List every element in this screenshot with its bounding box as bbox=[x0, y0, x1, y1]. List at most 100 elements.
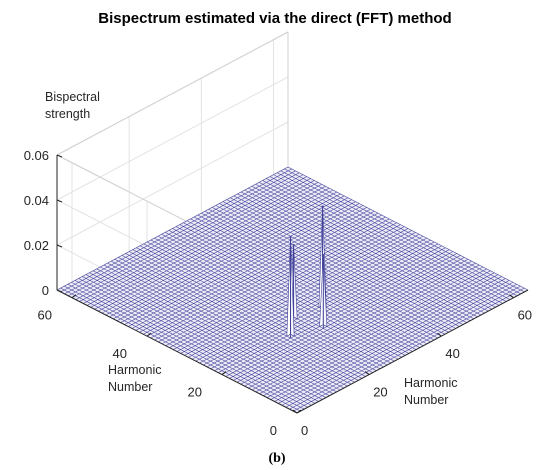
z-tick-mark bbox=[56, 244, 63, 248]
mesh-line bbox=[266, 274, 499, 398]
mesh-line bbox=[259, 270, 491, 395]
mesh-line bbox=[158, 218, 390, 343]
y-tick-label: 40 bbox=[113, 346, 127, 361]
z-tick-mark bbox=[56, 289, 63, 293]
z-tick-mark bbox=[56, 154, 63, 158]
x-axis-line bbox=[296, 289, 529, 414]
z-tick-label: 0.04 bbox=[24, 193, 49, 208]
z-tick-mark bbox=[56, 199, 63, 203]
y-tick-mark bbox=[71, 294, 77, 299]
mesh-line bbox=[90, 184, 322, 308]
y-tick-mark bbox=[296, 409, 302, 414]
mesh-line bbox=[233, 257, 465, 381]
y-tick-label: 20 bbox=[188, 385, 202, 400]
mesh-line bbox=[75, 176, 307, 300]
z-tick-label: 0.06 bbox=[24, 148, 49, 163]
mesh-line bbox=[199, 239, 431, 364]
mesh-line bbox=[169, 224, 401, 348]
y-axis-line bbox=[56, 289, 298, 414]
y-axis-label-line1: Harmonic bbox=[108, 363, 162, 377]
mesh-line bbox=[251, 266, 484, 391]
x-tick-mark bbox=[437, 332, 442, 337]
mesh-line bbox=[240, 260, 472, 385]
mesh-line bbox=[64, 170, 296, 295]
x-tick-label: 60 bbox=[518, 308, 532, 323]
mesh-line bbox=[60, 168, 292, 293]
mesh-line bbox=[285, 283, 517, 408]
z-axis-ticks: 0 0.02 0.04 0.06 bbox=[24, 148, 63, 298]
mesh-line bbox=[165, 222, 397, 346]
mesh-line bbox=[105, 191, 337, 316]
mesh-line bbox=[146, 212, 379, 337]
y-tick-label: 0 bbox=[270, 423, 277, 438]
mesh-line bbox=[255, 268, 487, 393]
y-tick-mark bbox=[146, 332, 152, 337]
mesh-line bbox=[154, 216, 386, 341]
back-edge bbox=[56, 31, 289, 156]
mesh-line bbox=[116, 197, 349, 321]
mesh-line bbox=[274, 278, 506, 402]
mesh-line bbox=[120, 199, 352, 323]
mesh-line bbox=[225, 253, 457, 377]
axis-lines bbox=[56, 155, 529, 414]
mesh-line bbox=[150, 214, 382, 339]
mesh-line bbox=[248, 264, 480, 389]
mesh-line bbox=[83, 180, 315, 304]
y-tick-label: 60 bbox=[38, 308, 52, 323]
mesh-line bbox=[218, 249, 450, 373]
mesh-line bbox=[143, 210, 375, 335]
z-tick-label: 0.02 bbox=[24, 238, 49, 253]
mesh-line bbox=[131, 205, 364, 329]
chart-title: Bispectrum estimated via the direct (FFT… bbox=[98, 10, 451, 27]
mesh-line bbox=[270, 276, 502, 400]
mesh-line bbox=[109, 193, 341, 318]
x-axis-label-line1: Harmonic bbox=[404, 376, 458, 390]
x-tick-label: 40 bbox=[445, 346, 459, 361]
mesh-line bbox=[86, 182, 319, 306]
mesh-line bbox=[229, 255, 461, 379]
back-grid-line bbox=[56, 76, 289, 201]
y-axis-ticks: 0 20 40 60 bbox=[38, 294, 302, 438]
bispectral-peak bbox=[319, 254, 328, 329]
mesh-line bbox=[124, 201, 356, 325]
mesh-line bbox=[98, 187, 330, 312]
mesh-line bbox=[135, 207, 367, 331]
mesh-line bbox=[184, 232, 416, 356]
mesh-line bbox=[113, 195, 345, 320]
mesh-line bbox=[161, 220, 394, 345]
mesh-line bbox=[281, 282, 514, 406]
y-tick-mark bbox=[221, 371, 227, 375]
panel-label: (b) bbox=[268, 451, 285, 466]
x-axis-ticks: 0 20 40 60 bbox=[292, 294, 532, 438]
x-tick-mark bbox=[509, 294, 514, 299]
x-tick-mark bbox=[292, 409, 298, 414]
mesh-line bbox=[236, 259, 469, 383]
z-axis-label-line2: strength bbox=[45, 107, 90, 121]
x-tick-mark bbox=[364, 371, 370, 375]
bispectral-peak bbox=[286, 236, 295, 339]
mesh-line bbox=[195, 237, 427, 362]
mesh-line bbox=[56, 166, 289, 291]
mesh-line bbox=[191, 235, 424, 360]
mesh-line bbox=[278, 280, 510, 404]
mesh-line bbox=[71, 174, 304, 298]
mesh-line bbox=[139, 209, 371, 333]
x-tick-label: 0 bbox=[301, 423, 308, 438]
mesh-line bbox=[244, 262, 476, 387]
y-axis-label-line2: Number bbox=[108, 380, 152, 394]
mesh-line bbox=[263, 272, 495, 396]
mesh-line bbox=[180, 230, 412, 354]
mesh-line bbox=[101, 189, 334, 314]
z-tick-label: 0 bbox=[42, 283, 49, 298]
z-axis-label-line1: Bispectral bbox=[45, 90, 100, 104]
mesh-line bbox=[188, 234, 420, 358]
mesh-line bbox=[68, 172, 300, 297]
mesh-line bbox=[289, 285, 521, 410]
x-tick-label: 20 bbox=[373, 385, 387, 400]
mesh-line bbox=[221, 251, 454, 375]
mesh-line bbox=[214, 247, 446, 371]
mesh-line bbox=[128, 203, 360, 327]
back-grid-line bbox=[56, 121, 289, 246]
